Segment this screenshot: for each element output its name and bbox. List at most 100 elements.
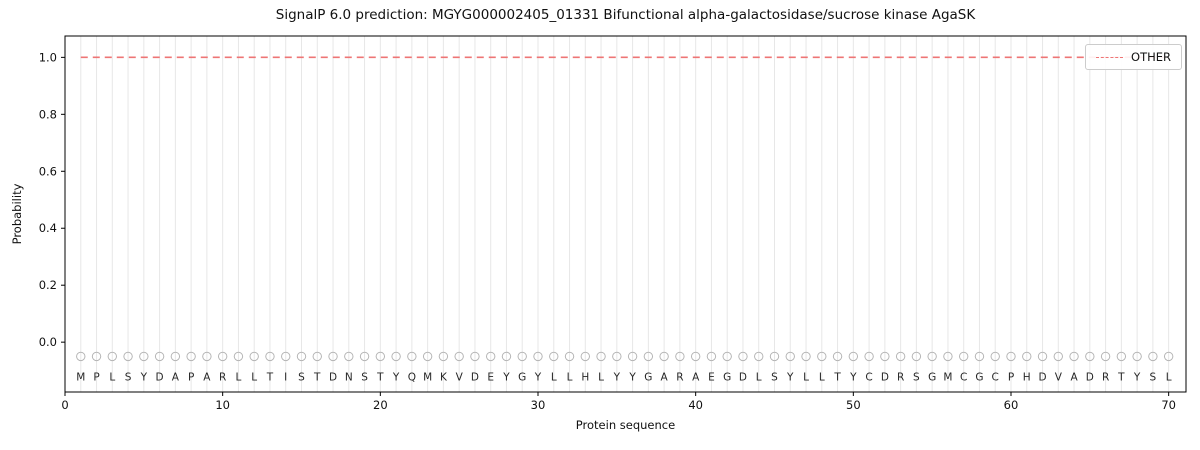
residue-marker	[91, 351, 102, 362]
residue-marker	[139, 351, 149, 362]
residue-letter: C	[992, 372, 999, 384]
residue-marker	[344, 351, 354, 362]
residue-letter: Y	[502, 372, 510, 384]
residue-marker	[785, 351, 795, 362]
residue-marker	[107, 351, 117, 362]
residue-marker	[801, 351, 811, 362]
y-axis-label: Probability	[10, 183, 24, 245]
residue-marker	[1022, 351, 1032, 362]
residue-letter: G	[644, 372, 652, 384]
residue-letter: H	[581, 372, 589, 384]
residue-letter: P	[93, 372, 99, 384]
residue-letter: Y	[534, 372, 542, 384]
residue-marker	[312, 351, 322, 362]
residue-marker	[722, 351, 732, 362]
residue-letter: D	[329, 372, 337, 384]
residue-letter: A	[1070, 372, 1078, 384]
residue-letter: L	[598, 372, 604, 384]
residue-marker	[407, 351, 417, 362]
residue-letter: Y	[140, 372, 148, 384]
residue-marker	[328, 351, 338, 362]
residue-marker	[422, 351, 433, 362]
legend-dashed-line-sample	[1096, 56, 1124, 58]
residue-letter: L	[756, 372, 762, 384]
residue-marker	[123, 351, 133, 362]
residue-letter: R	[897, 372, 904, 384]
residue-letter: Y	[392, 372, 400, 384]
residue-marker	[1069, 351, 1079, 362]
residue-marker	[1163, 351, 1174, 362]
residue-letter: T	[1117, 372, 1125, 384]
x-tick-label: 70	[1161, 398, 1176, 412]
residue-letter: T	[313, 372, 321, 384]
residue-marker	[217, 351, 228, 362]
plot-border	[64, 35, 1187, 393]
y-tick-label: 1.0	[39, 50, 57, 64]
residue-marker	[675, 351, 685, 362]
residue-marker	[1037, 351, 1048, 362]
residue-letter: H	[1023, 372, 1031, 384]
residue-marker	[76, 351, 86, 362]
y-axis-ticks: 0.0 0.2 0.4 0.6 0.8 1.0	[39, 50, 65, 349]
residue-letter: G	[518, 372, 526, 384]
residue-marker	[864, 351, 874, 362]
residue-letter: K	[440, 372, 448, 384]
residue-marker	[738, 351, 748, 362]
residue-marker	[549, 351, 559, 362]
residue-letter: S	[771, 372, 778, 384]
residue-marker	[895, 351, 906, 362]
legend: OTHER	[1085, 44, 1182, 70]
residue-letter: L	[236, 372, 242, 384]
residue-marker	[927, 351, 937, 362]
residue-letter: G	[723, 372, 731, 384]
residue-marker	[564, 351, 575, 362]
residue-letter: L	[803, 372, 809, 384]
chart-title: SignalP 6.0 prediction: MGYG000002405_01…	[275, 7, 976, 23]
residue-letter: R	[676, 372, 683, 384]
residue-letter: D	[471, 372, 479, 384]
residue-marker	[958, 351, 969, 362]
residue-marker	[533, 351, 543, 362]
residue-marker	[659, 351, 669, 362]
residue-marker	[690, 351, 701, 362]
y-tick-label: 0.2	[39, 278, 57, 292]
residue-letter: T	[833, 372, 841, 384]
residue-marker	[817, 351, 827, 362]
residue-marker	[990, 351, 1000, 362]
y-tick-label: 0.0	[39, 335, 57, 349]
residue-marker	[391, 351, 401, 362]
residue-letter: Y	[628, 372, 636, 384]
residue-letter: C	[865, 372, 872, 384]
residue-letter: R	[1102, 372, 1109, 384]
residue-marker	[265, 351, 275, 362]
residue-marker	[186, 351, 196, 362]
residue-letter: A	[661, 372, 669, 384]
x-tick-label: 50	[846, 398, 861, 412]
residue-marker	[1116, 351, 1127, 362]
residue-marker	[832, 351, 843, 362]
residue-marker	[627, 351, 638, 362]
residue-marker	[501, 351, 512, 362]
x-axis-label: Protein sequence	[575, 418, 676, 432]
residue-marker	[170, 351, 181, 362]
residue-marker	[754, 351, 764, 362]
residue-letter: Y	[613, 372, 621, 384]
residue-marker	[612, 351, 622, 362]
residue-marker	[470, 351, 480, 362]
residue-letter: A	[172, 372, 180, 384]
residue-letter: Y	[786, 372, 794, 384]
residue-marker	[485, 351, 496, 362]
x-tick-label: 0	[61, 398, 68, 412]
residue-letter: E	[487, 372, 494, 384]
gridlines	[80, 36, 1170, 392]
residue-marker	[974, 351, 985, 362]
residue-letter: L	[109, 372, 115, 384]
residue-marker	[706, 351, 717, 362]
residue-letter: T	[266, 372, 274, 384]
x-tick-label: 30	[531, 398, 546, 412]
residue-letter: D	[739, 372, 747, 384]
x-tick-label: 60	[1004, 398, 1019, 412]
residue-marker	[848, 351, 859, 362]
residue-letter: M	[943, 372, 952, 384]
